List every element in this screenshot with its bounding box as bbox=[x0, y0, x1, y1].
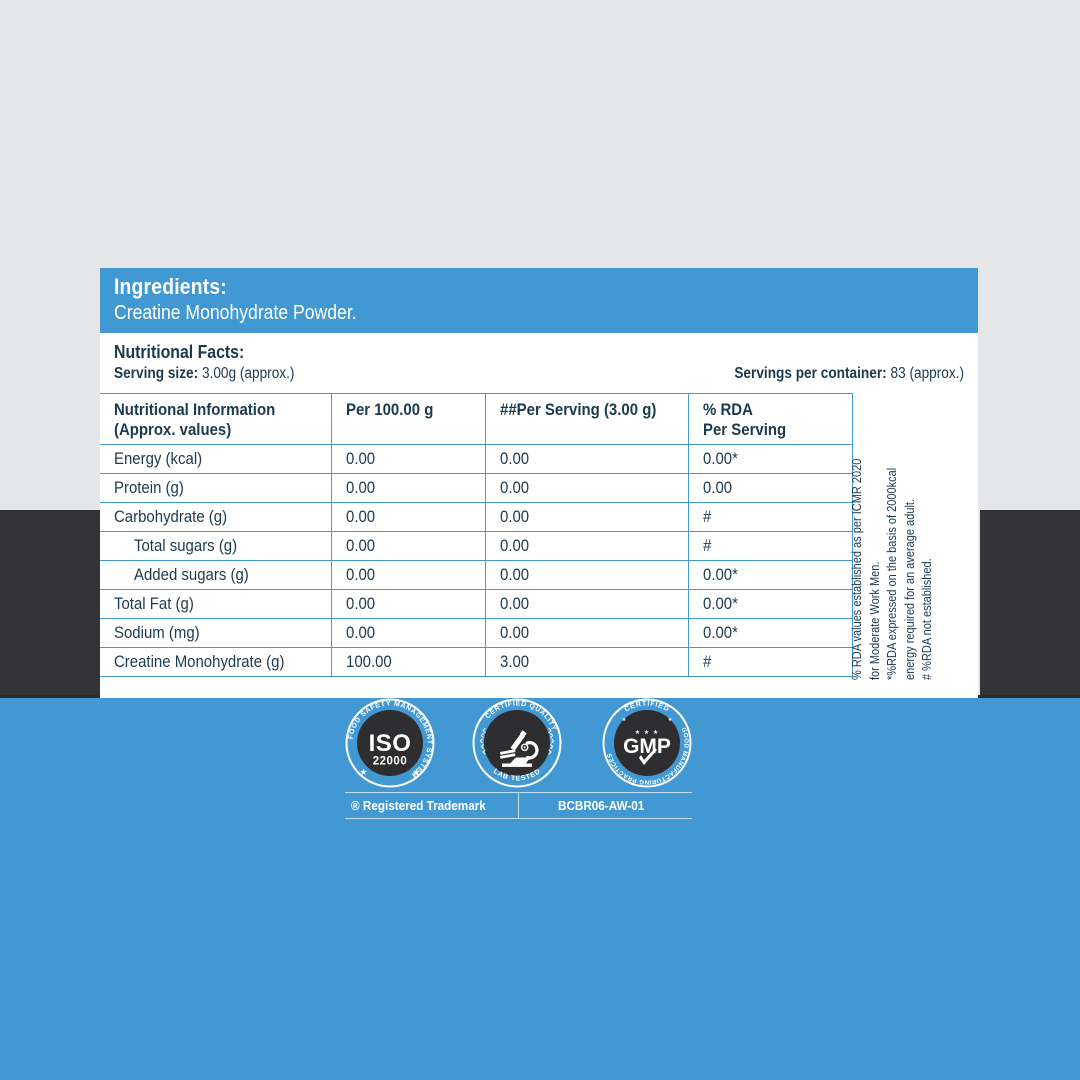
svg-text:GMP: GMP bbox=[623, 735, 671, 758]
svg-text:★: ★ bbox=[622, 717, 627, 723]
svg-text:★: ★ bbox=[359, 767, 367, 777]
svg-text:22000: 22000 bbox=[373, 756, 407, 768]
svg-text:ISO: ISO bbox=[369, 730, 412, 757]
svg-text:★: ★ bbox=[668, 717, 673, 723]
svg-text:★: ★ bbox=[412, 767, 420, 777]
